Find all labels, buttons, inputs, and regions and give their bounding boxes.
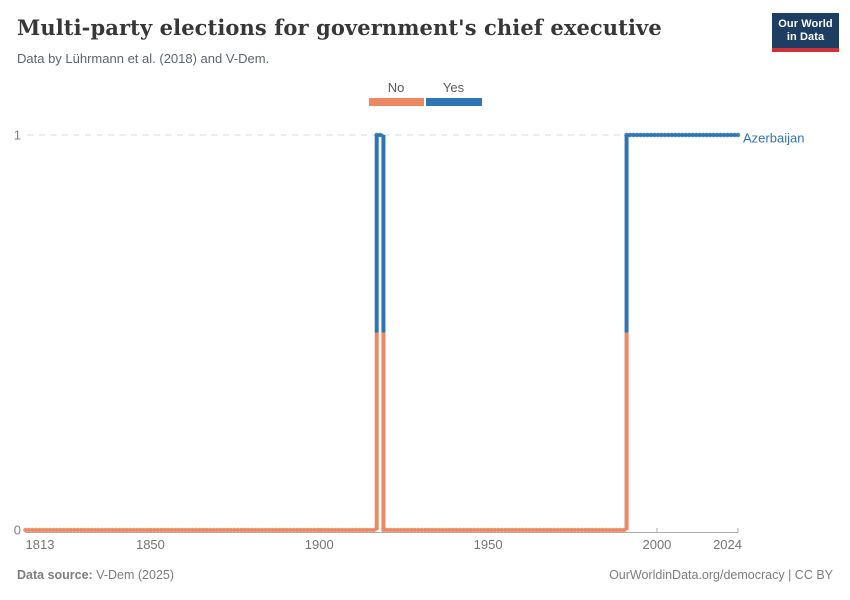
- legend-swatch-no: [368, 98, 424, 106]
- page-subtitle: Data by Lührmann et al. (2018) and V-Dem…: [17, 51, 270, 66]
- footer: Data source: V-Dem (2025) OurWorldinData…: [17, 568, 833, 582]
- y-axis-tick-label: 1: [13, 127, 21, 143]
- legend: No Yes: [0, 80, 850, 106]
- legend-item-no[interactable]: No: [368, 80, 424, 106]
- data-source-label: Data source:: [17, 568, 93, 582]
- legend-item-yes[interactable]: Yes: [425, 80, 482, 106]
- owid-logo-line2: in Data: [786, 31, 825, 43]
- x-axis: 1813 1850 1900 1950 2000 2024: [0, 537, 850, 553]
- x-axis-tick-label: 1900: [304, 537, 334, 552]
- owid-logo[interactable]: Our World in Data: [772, 13, 839, 52]
- footer-attribution-link[interactable]: OurWorldinData.org/democracy | CC BY: [609, 568, 833, 582]
- x-axis-tick-label: 1813: [25, 537, 55, 552]
- x-axis-tick-label: 2000: [642, 537, 672, 552]
- data-source-note: Data source: V-Dem (2025): [17, 568, 174, 582]
- legend-label-yes: Yes: [442, 80, 465, 95]
- y-axis-tick-label: 0: [13, 522, 21, 538]
- x-axis-tick-label: 1850: [135, 537, 165, 552]
- x-axis-tick-label: 2024: [713, 537, 742, 552]
- x-axis-tick-label: 1950: [473, 537, 503, 552]
- entity-line-label[interactable]: Azerbaijan: [743, 130, 805, 145]
- legend-label-no: No: [387, 80, 405, 95]
- legend-swatch-yes: [425, 98, 482, 106]
- owid-logo-line1: Our World: [778, 18, 833, 30]
- page-title: Multi-party elections for government's c…: [17, 15, 662, 40]
- data-source-value: V-Dem (2025): [92, 568, 175, 582]
